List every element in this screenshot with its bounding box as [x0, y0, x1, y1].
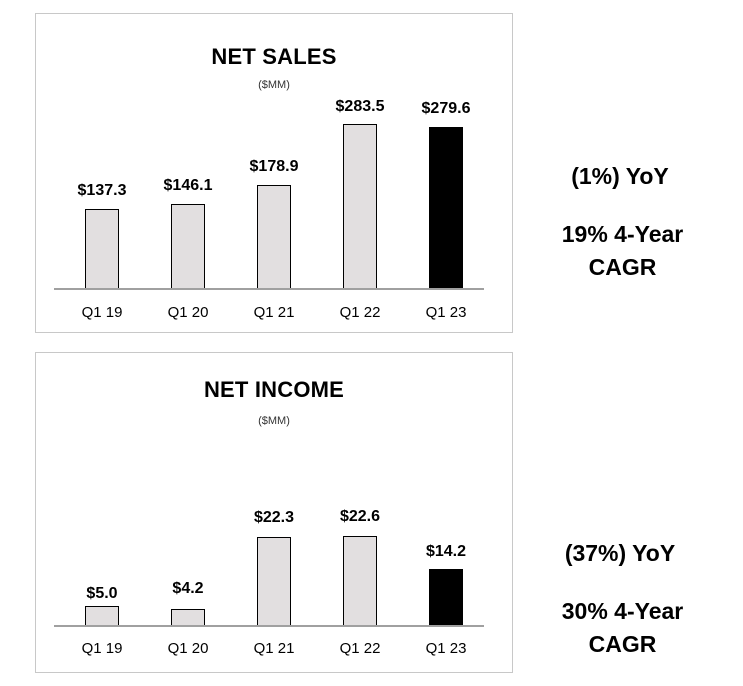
bar-q1-20: [171, 609, 205, 626]
value-label: $283.5: [335, 98, 385, 115]
value-label: $22.3: [253, 509, 295, 526]
net-sales-chart: NET SALES ($MM) $137.3 $146.1 $178.9 $28…: [35, 13, 513, 333]
income-cagr-line1: 30% 4-Year: [561, 598, 684, 624]
income-cagr: 30% 4-Year CAGR: [535, 595, 710, 661]
income-cagr-line2: CAGR: [588, 631, 657, 657]
x-tick: Q1 19: [81, 304, 123, 321]
value-label: $146.1: [163, 177, 213, 194]
chart-title: NET INCOME: [203, 377, 345, 402]
value-label: $178.9: [249, 158, 299, 175]
chart-unit: ($MM): [258, 415, 290, 427]
income-yoy: (37%) YoY: [564, 540, 676, 566]
bar-q1-19: [85, 209, 119, 289]
x-tick: Q1 19: [81, 640, 123, 657]
value-label: $5.0: [86, 585, 118, 602]
x-tick: Q1 22: [339, 304, 381, 321]
sales-cagr: 19% 4-Year CAGR: [535, 218, 710, 284]
sales-cagr-line2: CAGR: [588, 254, 657, 280]
value-label: $14.2: [425, 543, 467, 560]
bar-q1-19: [85, 606, 119, 626]
x-tick: Q1 22: [339, 640, 381, 657]
net-income-chart: NET INCOME ($MM) $5.0 $4.2 $22.3 $22.6 $…: [35, 352, 513, 673]
value-label: $137.3: [77, 182, 127, 199]
bar-q1-23: [429, 569, 463, 626]
x-tick: Q1 23: [425, 304, 467, 321]
bar-q1-22: [343, 536, 377, 626]
bar-q1-20: [171, 204, 205, 289]
x-axis: [54, 625, 484, 627]
bar-q1-23: [429, 127, 463, 289]
bar-q1-21: [257, 537, 291, 626]
bar-q1-21: [257, 185, 291, 289]
value-label: $4.2: [172, 580, 204, 597]
x-tick: Q1 20: [167, 304, 209, 321]
value-label: $22.6: [339, 508, 381, 525]
x-axis: [54, 288, 484, 290]
chart-unit: ($MM): [258, 79, 290, 91]
x-tick: Q1 23: [425, 640, 467, 657]
sales-yoy: (1%) YoY: [571, 163, 669, 189]
sales-cagr-line1: 19% 4-Year: [561, 221, 684, 247]
chart-title: NET SALES: [211, 44, 337, 69]
x-tick: Q1 21: [253, 304, 295, 321]
value-label: $279.6: [421, 100, 471, 117]
x-tick: Q1 20: [167, 640, 209, 657]
bar-q1-22: [343, 124, 377, 289]
x-tick: Q1 21: [253, 640, 295, 657]
